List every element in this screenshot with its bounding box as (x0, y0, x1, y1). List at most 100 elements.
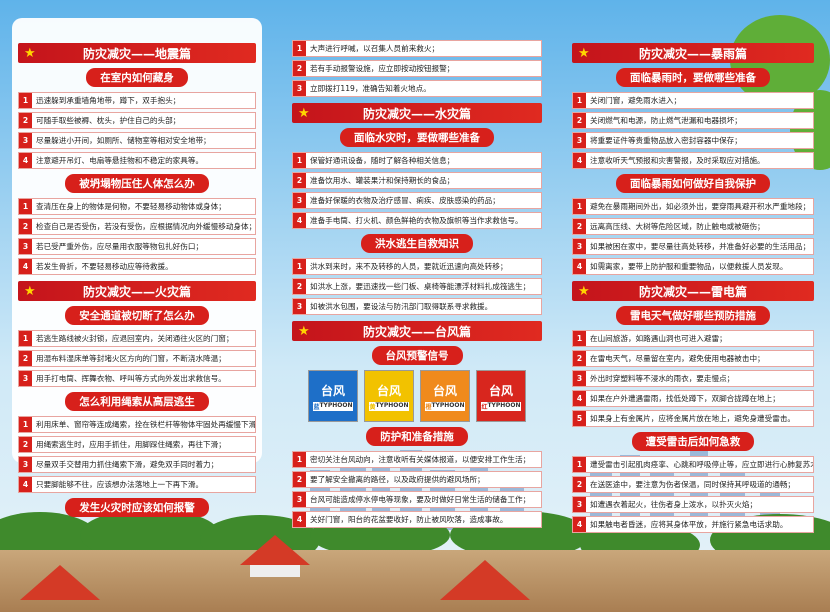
item-text: 注意收听天气预报和灾害警报，及时采取应对措施。 (590, 156, 765, 165)
item-number: 4 (573, 517, 586, 532)
section-header: ★ 防灾减灾——火灾篇 (18, 281, 256, 301)
item-number: 4 (293, 512, 306, 527)
item-text: 遭受雷击引起肌肉痉挛、心跳和呼吸停止等，应立即进行心肺复苏术； (590, 460, 814, 469)
item-number: 3 (293, 492, 306, 507)
item-text: 远离高压线、大树等危险区域，防止触电或被砸伤； (590, 222, 765, 231)
item-text: 若逃生路线被火封锁，应退回室内，关闭通往火区的门窗； (36, 334, 234, 343)
list-item: 3 如果被困在家中，要尽量往高处转移，并准备好必要的生活用品； (572, 238, 814, 255)
subsection-title: 面临暴雨如何做好自我保护 (616, 174, 770, 193)
list-item: 2 如洪水上涨，要迅速找一些门板、桌椅等能漂浮材料扎成筏逃生； (292, 278, 542, 295)
item-text: 注意避开吊灯、电扇等悬挂物和不稳定的家具等。 (36, 156, 204, 165)
list-item: 3 准备好保暖的衣物及治疗感冒、痢疾、皮肤感染的药品； (292, 192, 542, 209)
item-number: 2 (19, 351, 32, 366)
signal-footer: 黄 TYPHOON (369, 401, 409, 411)
item-number: 1 (573, 93, 586, 108)
subsection-title: 面临暴雨时，要做哪些准备 (616, 68, 770, 87)
item-text: 用绳索逃生时，应用手抓住，用脚踩住绳索，再往下滑； (36, 440, 226, 449)
item-number: 3 (293, 193, 306, 208)
item-number: 2 (573, 351, 586, 366)
list-item: 4 只要脚能够不往，应该想办法落地上一下再下滑。 (18, 476, 256, 493)
signal-en: TYPHOON (431, 401, 465, 409)
item-number: 1 (19, 93, 32, 108)
star-icon: ★ (298, 323, 310, 339)
item-number: 1 (19, 417, 32, 432)
subsection-title: 洪水逃生自救知识 (361, 234, 473, 253)
list-item: 2 检查自己是否受伤，若没有受伤，应根据情况向外缓慢移动身体； (18, 218, 256, 235)
signal-label: 台风 (488, 383, 513, 398)
houses (20, 535, 530, 600)
item-text: 若已受严重外伤，应尽量用衣服等物包扎好伤口； (36, 242, 204, 251)
list-item: 1 利用床单、窗帘等连成绳索，拴在铁栏杆等物体牢固处再缓慢下滑； (18, 416, 256, 433)
section-title: 防灾减灾——火灾篇 (82, 284, 191, 299)
list-item: 5 如果身上有金属片，应将金属片放在地上，避免身遭受雷击。 (572, 410, 814, 427)
item-number: 1 (573, 199, 586, 214)
signal-footer: 蓝 TYPHOON (313, 401, 353, 411)
list-item: 3 如被洪水包围，要设法与防汛部门取得联系寻求救援。 (292, 298, 542, 315)
section-title: 防灾减灾——雷电篇 (638, 284, 747, 299)
item-text: 如果身上有金属片，应将金属片放在地上，避免身遭受雷击。 (590, 414, 796, 423)
signal-label: 台风 (432, 383, 457, 398)
list-item: 2 若有手动报警设施，应立即按动按钮报警； (292, 60, 542, 77)
list-item: 3 若已受严重外伤，应尽量用衣服等物包扎好伤口； (18, 238, 256, 255)
item-number: 2 (293, 61, 306, 76)
list-item: 1 迅速躲到承重墙角地带，蹲下，双手抱头； (18, 92, 256, 109)
section-header: ★ 防灾减灾——水灾篇 (292, 103, 542, 123)
item-text: 只要脚能够不往，应该想办法落地上一下再下滑。 (36, 480, 204, 489)
list-item: 1 保管好通讯设备，随时了解各种相关信息； (292, 152, 542, 169)
star-icon: ★ (578, 283, 590, 299)
item-number: 2 (19, 113, 32, 128)
list-item: 4 准备手电筒、打火机、颜色鲜艳的衣物及旗帜等当作求救信号。 (292, 212, 542, 229)
item-number: 3 (293, 81, 306, 96)
item-number: 4 (293, 213, 306, 228)
item-number: 4 (573, 391, 586, 406)
item-text: 密切关注台风动向，注意收听有关媒体报道，以便安排工作生活； (310, 455, 531, 464)
item-text: 尽量躲进小开间，如厕所、储物室等相对安全地带； (36, 136, 211, 145)
list-item: 1 大声进行呼喊，以召集人员前来救火； (292, 40, 542, 57)
item-number: 2 (293, 279, 306, 294)
list-item: 4 关好门窗，阳台的花盆要收好，防止被风吹落，造成事故。 (292, 511, 542, 528)
item-text: 如需离家，要带上防护服和重要物品，以便救援人员发现。 (590, 262, 788, 271)
star-icon: ★ (24, 283, 36, 299)
item-number: 1 (293, 452, 306, 467)
item-text: 关闭门窗，避免雨水进入； (590, 96, 682, 105)
list-item: 3 用手打电筒、挥舞衣物、呼叫等方式向外发出求救信号。 (18, 370, 256, 387)
star-icon: ★ (298, 105, 310, 121)
section-title: 防灾减灾——地震篇 (82, 46, 191, 61)
item-number: 2 (293, 472, 306, 487)
item-text: 准备饮用水、罐装果汁和保持期长的食品； (310, 176, 455, 185)
item-text: 准备手电筒、打火机、颜色鲜艳的衣物及旗帜等当作求救信号。 (310, 216, 523, 225)
flood (0, 550, 830, 612)
list-item: 4 注意收听天气预报和灾害警报，及时采取应对措施。 (572, 152, 814, 169)
item-number: 1 (19, 199, 32, 214)
item-text: 关好门窗，阳台的花盆要收好，防止被风吹落，造成事故。 (310, 515, 508, 524)
item-number: 4 (19, 477, 32, 492)
item-text: 外出时穿塑料等不浸水的雨衣，要走慢点； (590, 374, 735, 383)
section-title: 防灾减灾——暴雨篇 (638, 46, 747, 61)
item-number: 5 (573, 411, 586, 426)
list-item: 2 要了解安全撤离的路径，以及政府提供的避风场所； (292, 471, 542, 488)
item-text: 保管好通讯设备，随时了解各种相关信息； (310, 156, 455, 165)
item-number: 2 (19, 219, 32, 234)
item-text: 在雷电天气，尽量留在室内，避免使用电器被击中； (590, 354, 765, 363)
subsection-title: 被坍塌物压住人体怎么办 (65, 174, 209, 193)
signal-en: TYPHOON (319, 401, 353, 409)
warning-signal: 台风蓝 TYPHOON (308, 370, 358, 422)
item-text: 如洪水上涨，要迅速找一些门板、桌椅等能漂浮材料扎成筏逃生； (310, 282, 531, 291)
list-item: 2 用湿布料湿床单等封堵火区方向的门窗，不断浇水降温； (18, 350, 256, 367)
item-text: 在山间旅游，如路遇山洞也可进入避雷； (590, 334, 727, 343)
item-number: 4 (19, 153, 32, 168)
list-item: 1 关闭门窗，避免雨水进入； (572, 92, 814, 109)
subsection-title: 台风预警信号 (371, 346, 463, 365)
item-number: 3 (293, 299, 306, 314)
item-text: 台风可能造成停水停电等现象，要及时做好日常生活的储备工作； (310, 495, 531, 504)
subsection-title: 防护和准备措施 (366, 427, 468, 446)
list-item: 2 在送医途中，要注意为伤者保温，同时保持其呼吸道的通畅； (572, 476, 814, 493)
item-number: 1 (573, 331, 586, 346)
list-item: 3 外出时穿塑料等不浸水的雨衣，要走慢点； (572, 370, 814, 387)
list-item: 3 如遭遇衣着起火，往伤者身上泼水，以扑灭火焰； (572, 496, 814, 513)
item-number: 2 (573, 477, 586, 492)
list-item: 3 台风可能造成停水停电等现象，要及时做好日常生活的储备工作； (292, 491, 542, 508)
item-text: 迅速躲到承重墙角地带，蹲下，双手抱头； (36, 96, 181, 105)
item-text: 如果触电者昏迷，应将其身体平放，并施行紧急电话求助。 (590, 520, 788, 529)
